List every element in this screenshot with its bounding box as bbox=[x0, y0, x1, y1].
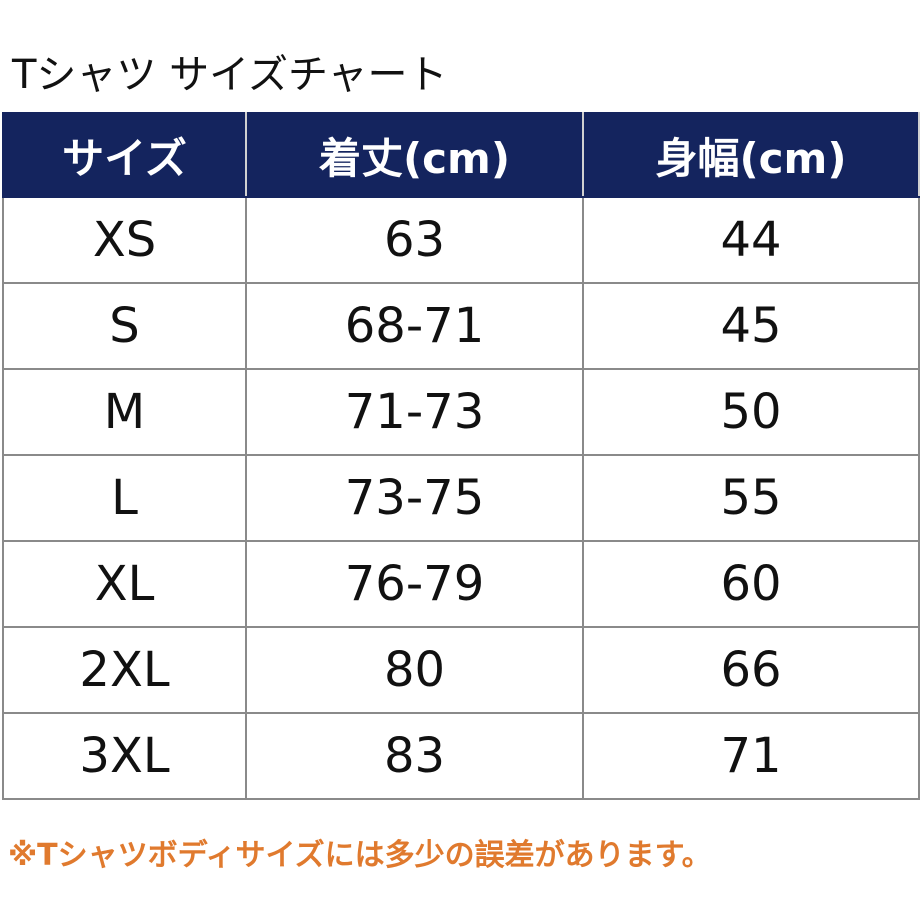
table-cell: 63 bbox=[245, 196, 584, 284]
table-header: サイズ 着丈(cm) 身幅(cm) bbox=[2, 112, 920, 198]
table-cell: 66 bbox=[582, 626, 920, 714]
table-cell: L bbox=[2, 454, 247, 542]
table-cell: S bbox=[2, 282, 247, 370]
table-cell: M bbox=[2, 368, 247, 456]
table-cell: 68-71 bbox=[245, 282, 584, 370]
table-row: 2XL 80 66 bbox=[2, 626, 920, 714]
header-row: サイズ 着丈(cm) 身幅(cm) bbox=[2, 112, 920, 198]
table-row: XS 63 44 bbox=[2, 196, 920, 284]
table-cell: 76-79 bbox=[245, 540, 584, 628]
footnote: ※Tシャツボディサイズには多少の誤差があります。 bbox=[8, 838, 712, 873]
table-cell: 80 bbox=[245, 626, 584, 714]
table-cell: 83 bbox=[245, 712, 584, 800]
table-cell: 44 bbox=[582, 196, 920, 284]
column-header: 身幅(cm) bbox=[582, 112, 920, 198]
table-row: M 71-73 50 bbox=[2, 368, 920, 456]
table-row: L 73-75 55 bbox=[2, 454, 920, 542]
table-cell: 73-75 bbox=[245, 454, 584, 542]
column-header: サイズ bbox=[2, 112, 247, 198]
table-cell: 45 bbox=[582, 282, 920, 370]
size-table: サイズ 着丈(cm) 身幅(cm) XS 63 44 S 68-71 45 M 71-73 50 L 7… bbox=[2, 112, 920, 800]
table-cell: 71 bbox=[582, 712, 920, 800]
table-row: S 68-71 45 bbox=[2, 282, 920, 370]
table-cell: 55 bbox=[582, 454, 920, 542]
table-cell: 50 bbox=[582, 368, 920, 456]
table-cell: 71-73 bbox=[245, 368, 584, 456]
table-cell: 60 bbox=[582, 540, 920, 628]
table-cell: XL bbox=[2, 540, 247, 628]
table-row: 3XL 83 71 bbox=[2, 712, 920, 800]
table-cell: 3XL bbox=[2, 712, 247, 800]
title: Tシャツ サイズチャート bbox=[12, 52, 448, 98]
table-body: XS 63 44 S 68-71 45 M 71-73 50 L 73-75 55 XL 76-79 60 2… bbox=[2, 196, 920, 800]
table-cell: XS bbox=[2, 196, 247, 284]
column-header: 着丈(cm) bbox=[245, 112, 584, 198]
table-row: XL 76-79 60 bbox=[2, 540, 920, 628]
table-cell: 2XL bbox=[2, 626, 247, 714]
